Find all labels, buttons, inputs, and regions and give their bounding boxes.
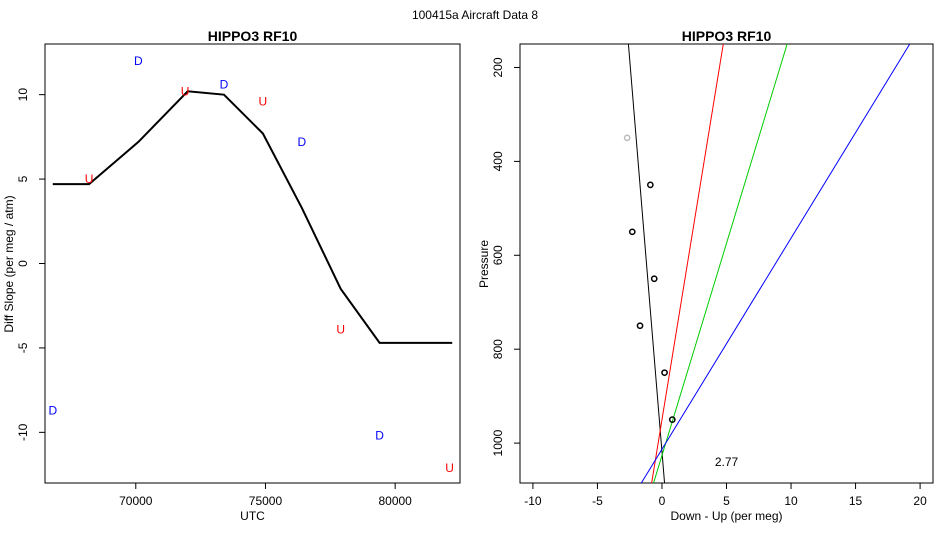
fit-line-black <box>627 44 666 483</box>
marker-D: D <box>297 135 306 149</box>
scatter-point <box>668 416 676 423</box>
right-y-tick-label: 1000 <box>491 429 505 456</box>
right-x-tick-label: 20 <box>913 494 927 508</box>
left-x-tick-label: 70000 <box>119 494 153 508</box>
right-x-tick-label: 5 <box>723 494 730 508</box>
right-x-tick-label: 10 <box>784 494 798 508</box>
left-y-tick-label: 10 <box>16 88 30 102</box>
scatter-point <box>628 228 636 236</box>
scatter-point <box>623 134 631 142</box>
left-y-axis-label: Diff Slope (per meg / atm) <box>2 195 16 332</box>
right-plot-area <box>623 44 911 483</box>
right-x-tick-label: -10 <box>524 494 542 508</box>
right-y-axis-label: Pressure <box>477 240 491 288</box>
marker-D: D <box>134 54 143 68</box>
marker-U: U <box>259 94 268 108</box>
fit-line-blue <box>640 44 911 483</box>
right-y-tick-label: 200 <box>491 57 505 77</box>
right-x-tick-label: -5 <box>592 494 603 508</box>
left-y-tick-label: -10 <box>16 423 30 441</box>
marker-U: U <box>85 172 94 186</box>
right-x-tick-label: 15 <box>849 494 863 508</box>
marker-D: D <box>220 78 229 92</box>
left-x-tick-label: 80000 <box>378 494 412 508</box>
page-title: 100415a Aircraft Data 8 <box>412 8 538 22</box>
left-x-tick-label: 75000 <box>249 494 283 508</box>
scatter-point <box>650 275 658 283</box>
marker-U: U <box>181 84 190 98</box>
left-y-tick-label: 0 <box>16 260 30 267</box>
left-y-tick-label: -5 <box>16 342 30 353</box>
left-series-line <box>52 90 453 344</box>
scatter-point <box>647 181 654 189</box>
right-y-tick-label: 800 <box>491 339 505 359</box>
fit-line-red <box>651 44 724 483</box>
left-x-axis-label: UTC <box>240 509 265 523</box>
left-plot-frame <box>44 43 461 484</box>
right-y-tick-label: 400 <box>491 151 505 171</box>
right-x-axis-label: Down - Up (per meg) <box>670 509 782 523</box>
marker-D: D <box>48 403 57 417</box>
right-panel: HIPPO3 RF10 -10 -5 0 5 10 15 20 200 400 600 800 1000… <box>477 28 934 523</box>
right-x-tick-label: 0 <box>659 494 666 508</box>
right-annotation: 2.77 <box>715 455 739 469</box>
marker-U: U <box>336 322 345 336</box>
marker-U: U <box>445 461 454 475</box>
left-chart-title: HIPPO3 RF10 <box>208 28 298 44</box>
scatter-point <box>661 369 668 377</box>
right-plot-frame <box>519 43 934 484</box>
marker-D: D <box>375 429 384 443</box>
right-chart-title: HIPPO3 RF10 <box>682 28 772 44</box>
left-panel: HIPPO3 RF10 70000 75000 80000 -10 -5 0 5 10 UTC Di… <box>2 28 461 523</box>
right-y-tick-label: 600 <box>491 245 505 265</box>
fit-line-green <box>653 44 788 483</box>
scatter-point <box>636 322 644 330</box>
left-plot-area: D U D U D U D U D U <box>48 54 454 475</box>
left-y-tick-label: 5 <box>16 175 30 182</box>
